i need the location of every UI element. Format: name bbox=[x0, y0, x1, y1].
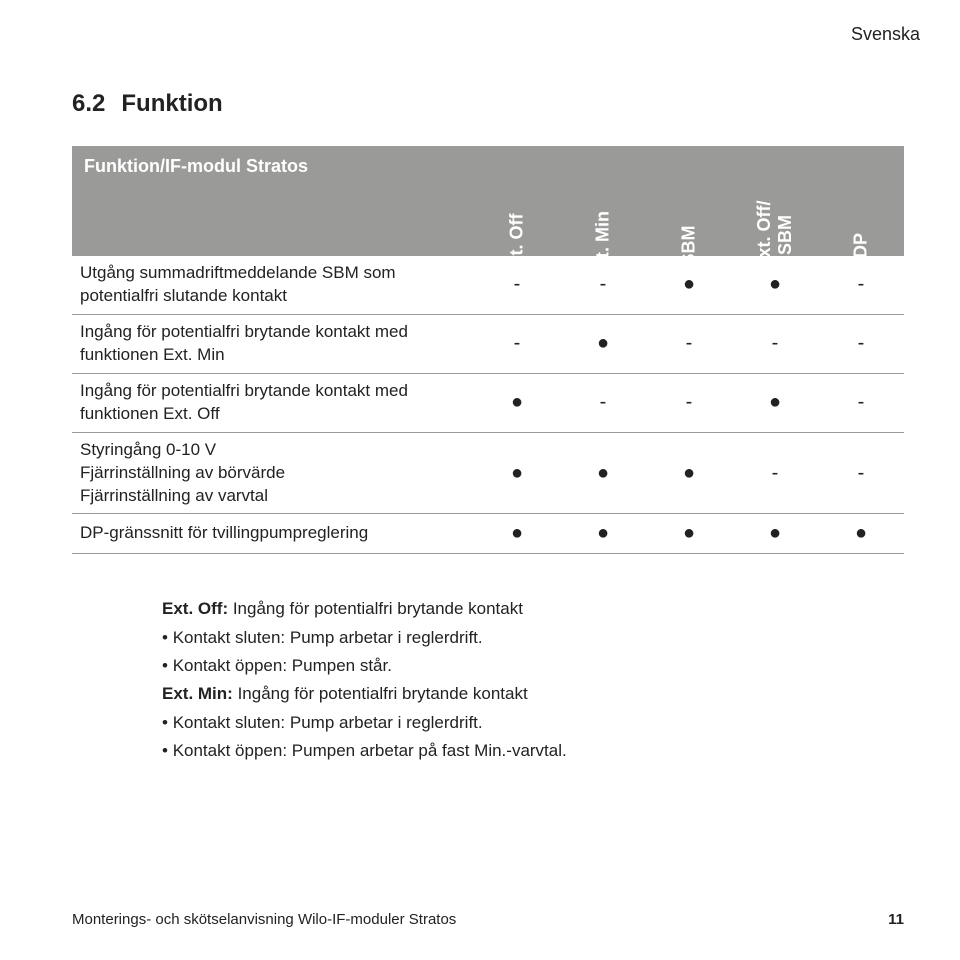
language-label: Svenska bbox=[851, 24, 920, 45]
cell: - bbox=[474, 314, 560, 373]
desc-bullet: Kontakt sluten: Pump arbetar i reglerdri… bbox=[162, 625, 904, 651]
cell: - bbox=[818, 432, 904, 514]
cell: ● bbox=[560, 432, 646, 514]
table-header-title: Funktion/IF-modul Stratos bbox=[72, 146, 474, 256]
page-footer: Monterings- och skötselanvisning Wilo-IF… bbox=[72, 911, 904, 928]
cell: - bbox=[732, 432, 818, 514]
cell: ● bbox=[560, 314, 646, 373]
table-row: Ingång för potentialfri brytande kontakt… bbox=[72, 314, 904, 373]
cell: ● bbox=[732, 373, 818, 432]
col-head-0: Ext. Off bbox=[474, 146, 560, 256]
footer-text: Monterings- och skötselanvisning Wilo-IF… bbox=[72, 911, 456, 928]
desc-bullet: Kontakt öppen: Pumpen står. bbox=[162, 653, 904, 679]
col-head-2: SBM bbox=[646, 146, 732, 256]
cell: - bbox=[646, 314, 732, 373]
section-title: Funktion bbox=[121, 90, 222, 117]
cell: ● bbox=[474, 373, 560, 432]
cell: - bbox=[646, 373, 732, 432]
cell: - bbox=[818, 314, 904, 373]
row-label: Utgång summadriftmeddelande SBM som pote… bbox=[72, 256, 474, 314]
col-head-4: DP bbox=[818, 146, 904, 256]
cell: ● bbox=[818, 514, 904, 554]
desc-line: Ext. Min: Ingång för potentialfri brytan… bbox=[162, 681, 904, 707]
row-label: Styringång 0-10 V Fjärrinställning av bö… bbox=[72, 432, 474, 514]
cell: - bbox=[560, 373, 646, 432]
cell: ● bbox=[646, 514, 732, 554]
cell: - bbox=[732, 314, 818, 373]
cell: ● bbox=[474, 514, 560, 554]
cell: ● bbox=[560, 514, 646, 554]
row-label: Ingång för potentialfri brytande kontakt… bbox=[72, 373, 474, 432]
desc-bullet: Kontakt öppen: Pumpen arbetar på fast Mi… bbox=[162, 738, 904, 764]
table-row: Styringång 0-10 V Fjärrinställning av bö… bbox=[72, 432, 904, 514]
description-block: Ext. Off: Ingång för potentialfri brytan… bbox=[162, 596, 904, 764]
section-heading: 6.2 Funktion bbox=[72, 90, 904, 118]
desc-line: Ext. Off: Ingång för potentialfri brytan… bbox=[162, 596, 904, 622]
cell: - bbox=[818, 373, 904, 432]
table-header-row: Funktion/IF-modul Stratos Ext. Off Ext. … bbox=[72, 146, 904, 256]
cell: ● bbox=[474, 432, 560, 514]
cell: ● bbox=[646, 432, 732, 514]
col-head-1: Ext. Min bbox=[560, 146, 646, 256]
col-head-3: Ext. Off/ SBM bbox=[732, 146, 818, 256]
table-row: DP-gränssnitt för tvillingpumpreglering … bbox=[72, 514, 904, 554]
section-number: 6.2 bbox=[72, 90, 105, 117]
desc-bullet: Kontakt sluten: Pump arbetar i reglerdri… bbox=[162, 710, 904, 736]
cell: ● bbox=[732, 514, 818, 554]
function-table: Funktion/IF-modul Stratos Ext. Off Ext. … bbox=[72, 146, 904, 554]
table-row: Ingång för potentialfri brytande kontakt… bbox=[72, 373, 904, 432]
footer-page-number: 11 bbox=[888, 911, 904, 928]
row-label: DP-gränssnitt för tvillingpumpreglering bbox=[72, 514, 474, 554]
row-label: Ingång för potentialfri brytande kontakt… bbox=[72, 314, 474, 373]
